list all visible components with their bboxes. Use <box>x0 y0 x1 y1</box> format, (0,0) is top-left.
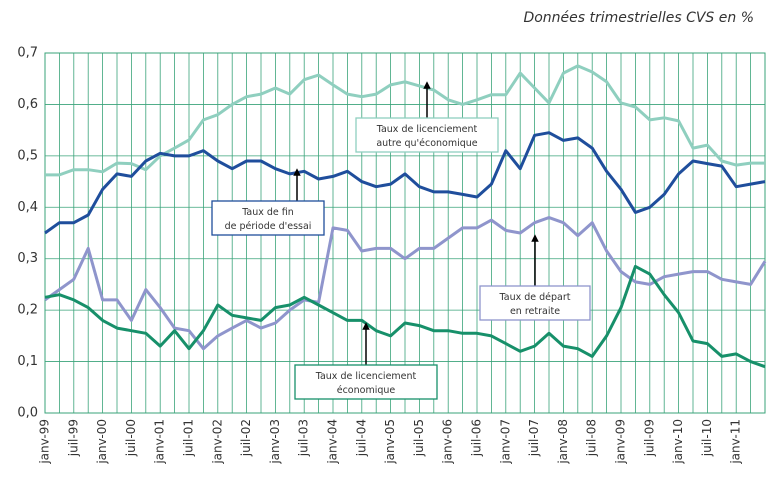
y-tick-label: 0,7 <box>17 46 38 61</box>
annotation-label: de période d'essai <box>225 221 312 232</box>
x-tick-label: janv-10 <box>671 419 685 465</box>
annotation-box <box>294 364 438 400</box>
x-tick-label: janv-00 <box>95 419 109 465</box>
annotation-label: Taux de licenciement <box>376 124 478 135</box>
series-line <box>44 131 766 235</box>
y-tick-label: 0,1 <box>17 354 38 369</box>
annotation-label: économique <box>337 385 396 396</box>
annotation-label: autre qu'économique <box>376 138 477 149</box>
y-tick-label: 0,2 <box>17 303 38 318</box>
annotation-box <box>355 117 499 153</box>
x-tick-label: janv-06 <box>441 419 455 465</box>
x-tick-label: juil-10 <box>700 419 714 457</box>
x-tick-label: janv-02 <box>210 419 224 465</box>
x-tick-label: janv-07 <box>498 419 512 465</box>
x-tick-label: janv-04 <box>326 419 340 465</box>
x-tick-label: juil-01 <box>182 419 196 457</box>
x-tick-label: juil-03 <box>297 419 311 457</box>
chart-subtitle: Données trimestrielles CVS en % <box>523 10 754 26</box>
series-line <box>44 216 767 351</box>
y-tick-label: 0,4 <box>17 200 38 215</box>
y-tick-label: 0,6 <box>17 97 38 112</box>
x-tick-label: juil-07 <box>527 419 541 457</box>
x-tick-label: juil-02 <box>239 419 253 457</box>
x-tick-label: juil-05 <box>412 419 426 457</box>
annotation-label: en retraite <box>510 306 560 317</box>
y-tick-label: 0,3 <box>17 251 38 266</box>
x-tick-label: janv-11 <box>729 419 743 465</box>
annotation-box <box>211 200 325 236</box>
y-tick-label: 0,5 <box>17 148 38 163</box>
x-tick-label: juil-08 <box>585 419 599 457</box>
annotation-box <box>479 285 591 321</box>
x-tick-label: janv-03 <box>268 419 282 465</box>
annotation-label: Taux de départ <box>499 292 571 303</box>
annotation-label: Taux de licenciement <box>315 371 417 382</box>
x-tick-label: juil-00 <box>124 419 138 457</box>
x-tick-label: janv-99 <box>38 419 52 465</box>
x-tick-label: juil-04 <box>354 419 368 457</box>
x-tick-label: janv-09 <box>614 419 628 465</box>
series-line <box>44 264 766 369</box>
x-tick-label: juil-09 <box>642 419 656 457</box>
x-tick-label: janv-01 <box>153 419 167 465</box>
annotation-label: Taux de fin <box>241 207 294 218</box>
x-tick-label: janv-05 <box>383 419 397 465</box>
x-tick-label: juil-99 <box>66 419 80 457</box>
x-tick-label: juil-06 <box>470 419 484 457</box>
y-tick-label: 0,0 <box>17 406 38 421</box>
x-tick-label: janv-08 <box>556 419 570 465</box>
